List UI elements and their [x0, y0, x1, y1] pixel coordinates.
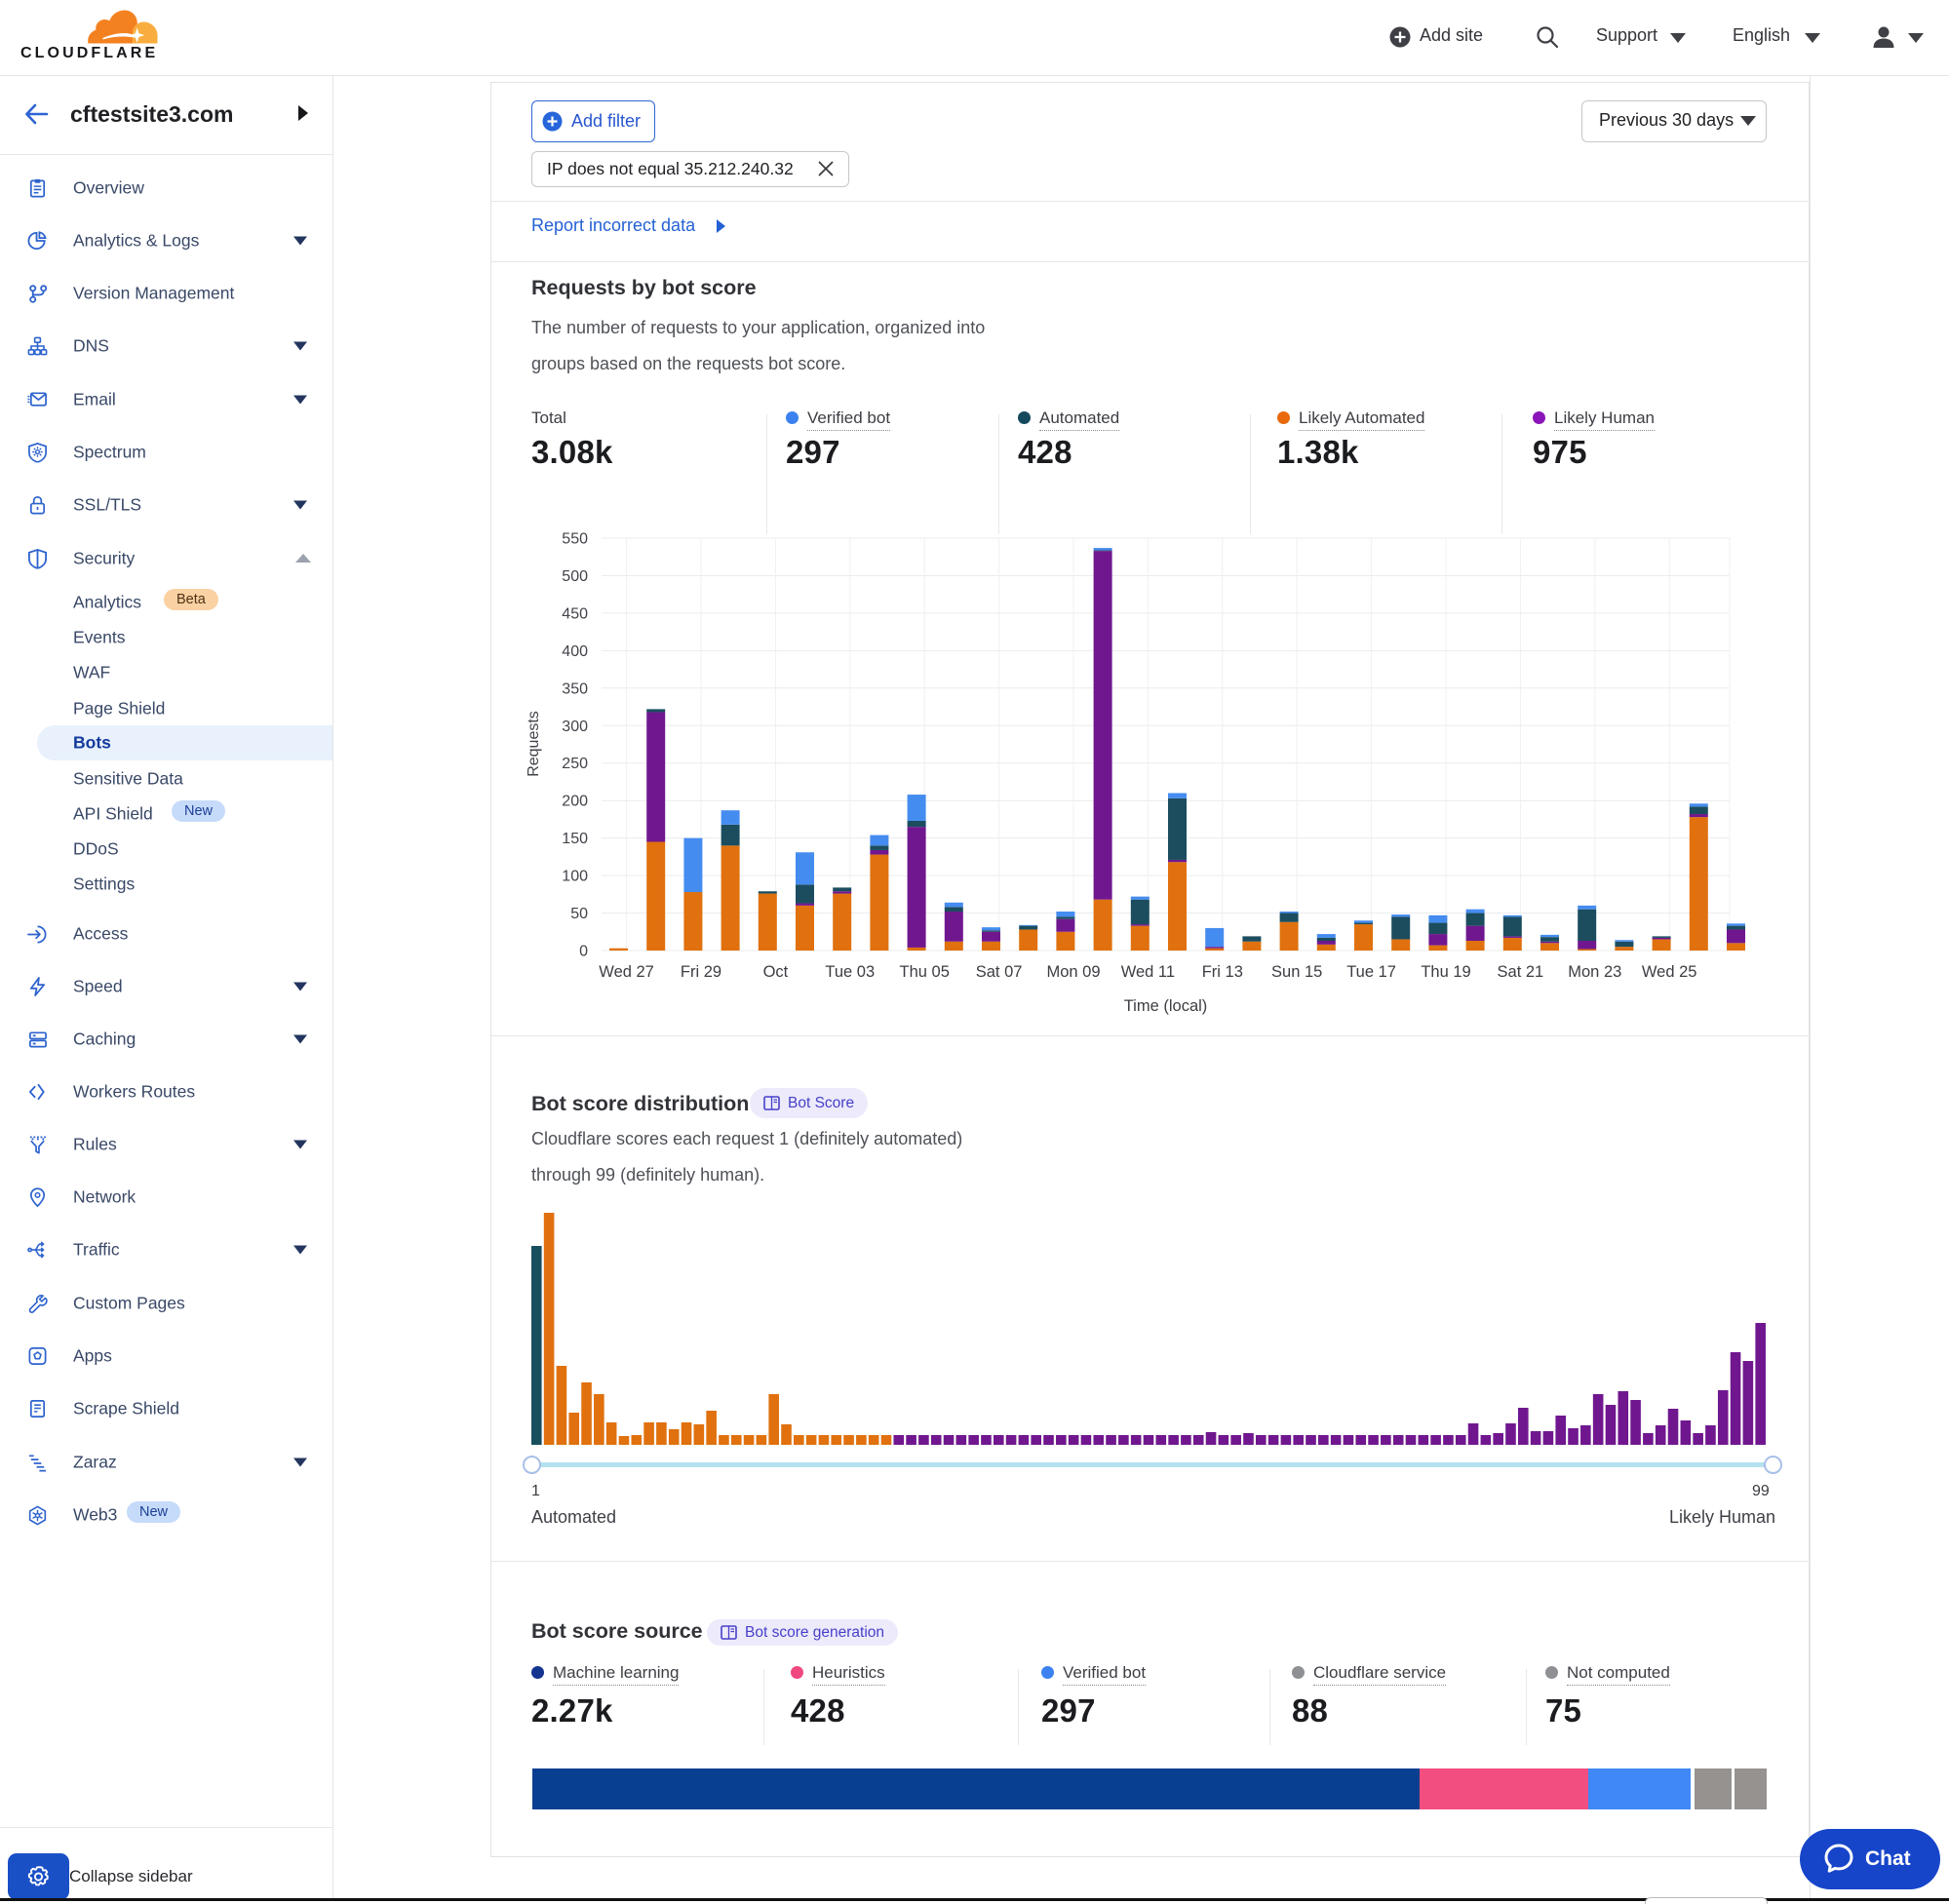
svg-text:Thu 05: Thu 05 — [900, 963, 950, 981]
svg-text:450: 450 — [562, 606, 588, 623]
svg-text:Fri 13: Fri 13 — [1202, 963, 1243, 981]
svg-text:Requests: Requests — [526, 711, 542, 777]
svg-text:550: 550 — [562, 531, 588, 548]
svg-text:400: 400 — [562, 643, 588, 660]
svg-text:Mon 23: Mon 23 — [1568, 963, 1621, 981]
svg-text:300: 300 — [562, 719, 588, 735]
svg-text:Wed 27: Wed 27 — [599, 963, 654, 981]
svg-text:350: 350 — [562, 680, 588, 697]
svg-text:Tue 17: Tue 17 — [1346, 963, 1396, 981]
svg-text:Tue 03: Tue 03 — [825, 963, 875, 981]
svg-text:Mon 09: Mon 09 — [1046, 963, 1100, 981]
svg-text:Wed 11: Wed 11 — [1121, 963, 1175, 981]
svg-text:200: 200 — [562, 794, 588, 810]
svg-text:Sat 21: Sat 21 — [1498, 963, 1544, 981]
svg-text:Oct: Oct — [763, 963, 789, 981]
svg-text:Sun 15: Sun 15 — [1271, 963, 1322, 981]
svg-text:Thu 19: Thu 19 — [1421, 963, 1470, 981]
svg-text:Sat 07: Sat 07 — [976, 963, 1023, 981]
svg-text:Wed 25: Wed 25 — [1642, 963, 1697, 981]
svg-text:Fri 29: Fri 29 — [681, 963, 721, 981]
svg-text:Time (local): Time (local) — [1124, 997, 1208, 1015]
svg-text:150: 150 — [562, 831, 588, 847]
svg-text:0: 0 — [579, 944, 588, 960]
svg-text:100: 100 — [562, 869, 588, 885]
svg-text:50: 50 — [570, 906, 588, 922]
svg-text:500: 500 — [562, 568, 588, 585]
svg-text:250: 250 — [562, 756, 588, 772]
